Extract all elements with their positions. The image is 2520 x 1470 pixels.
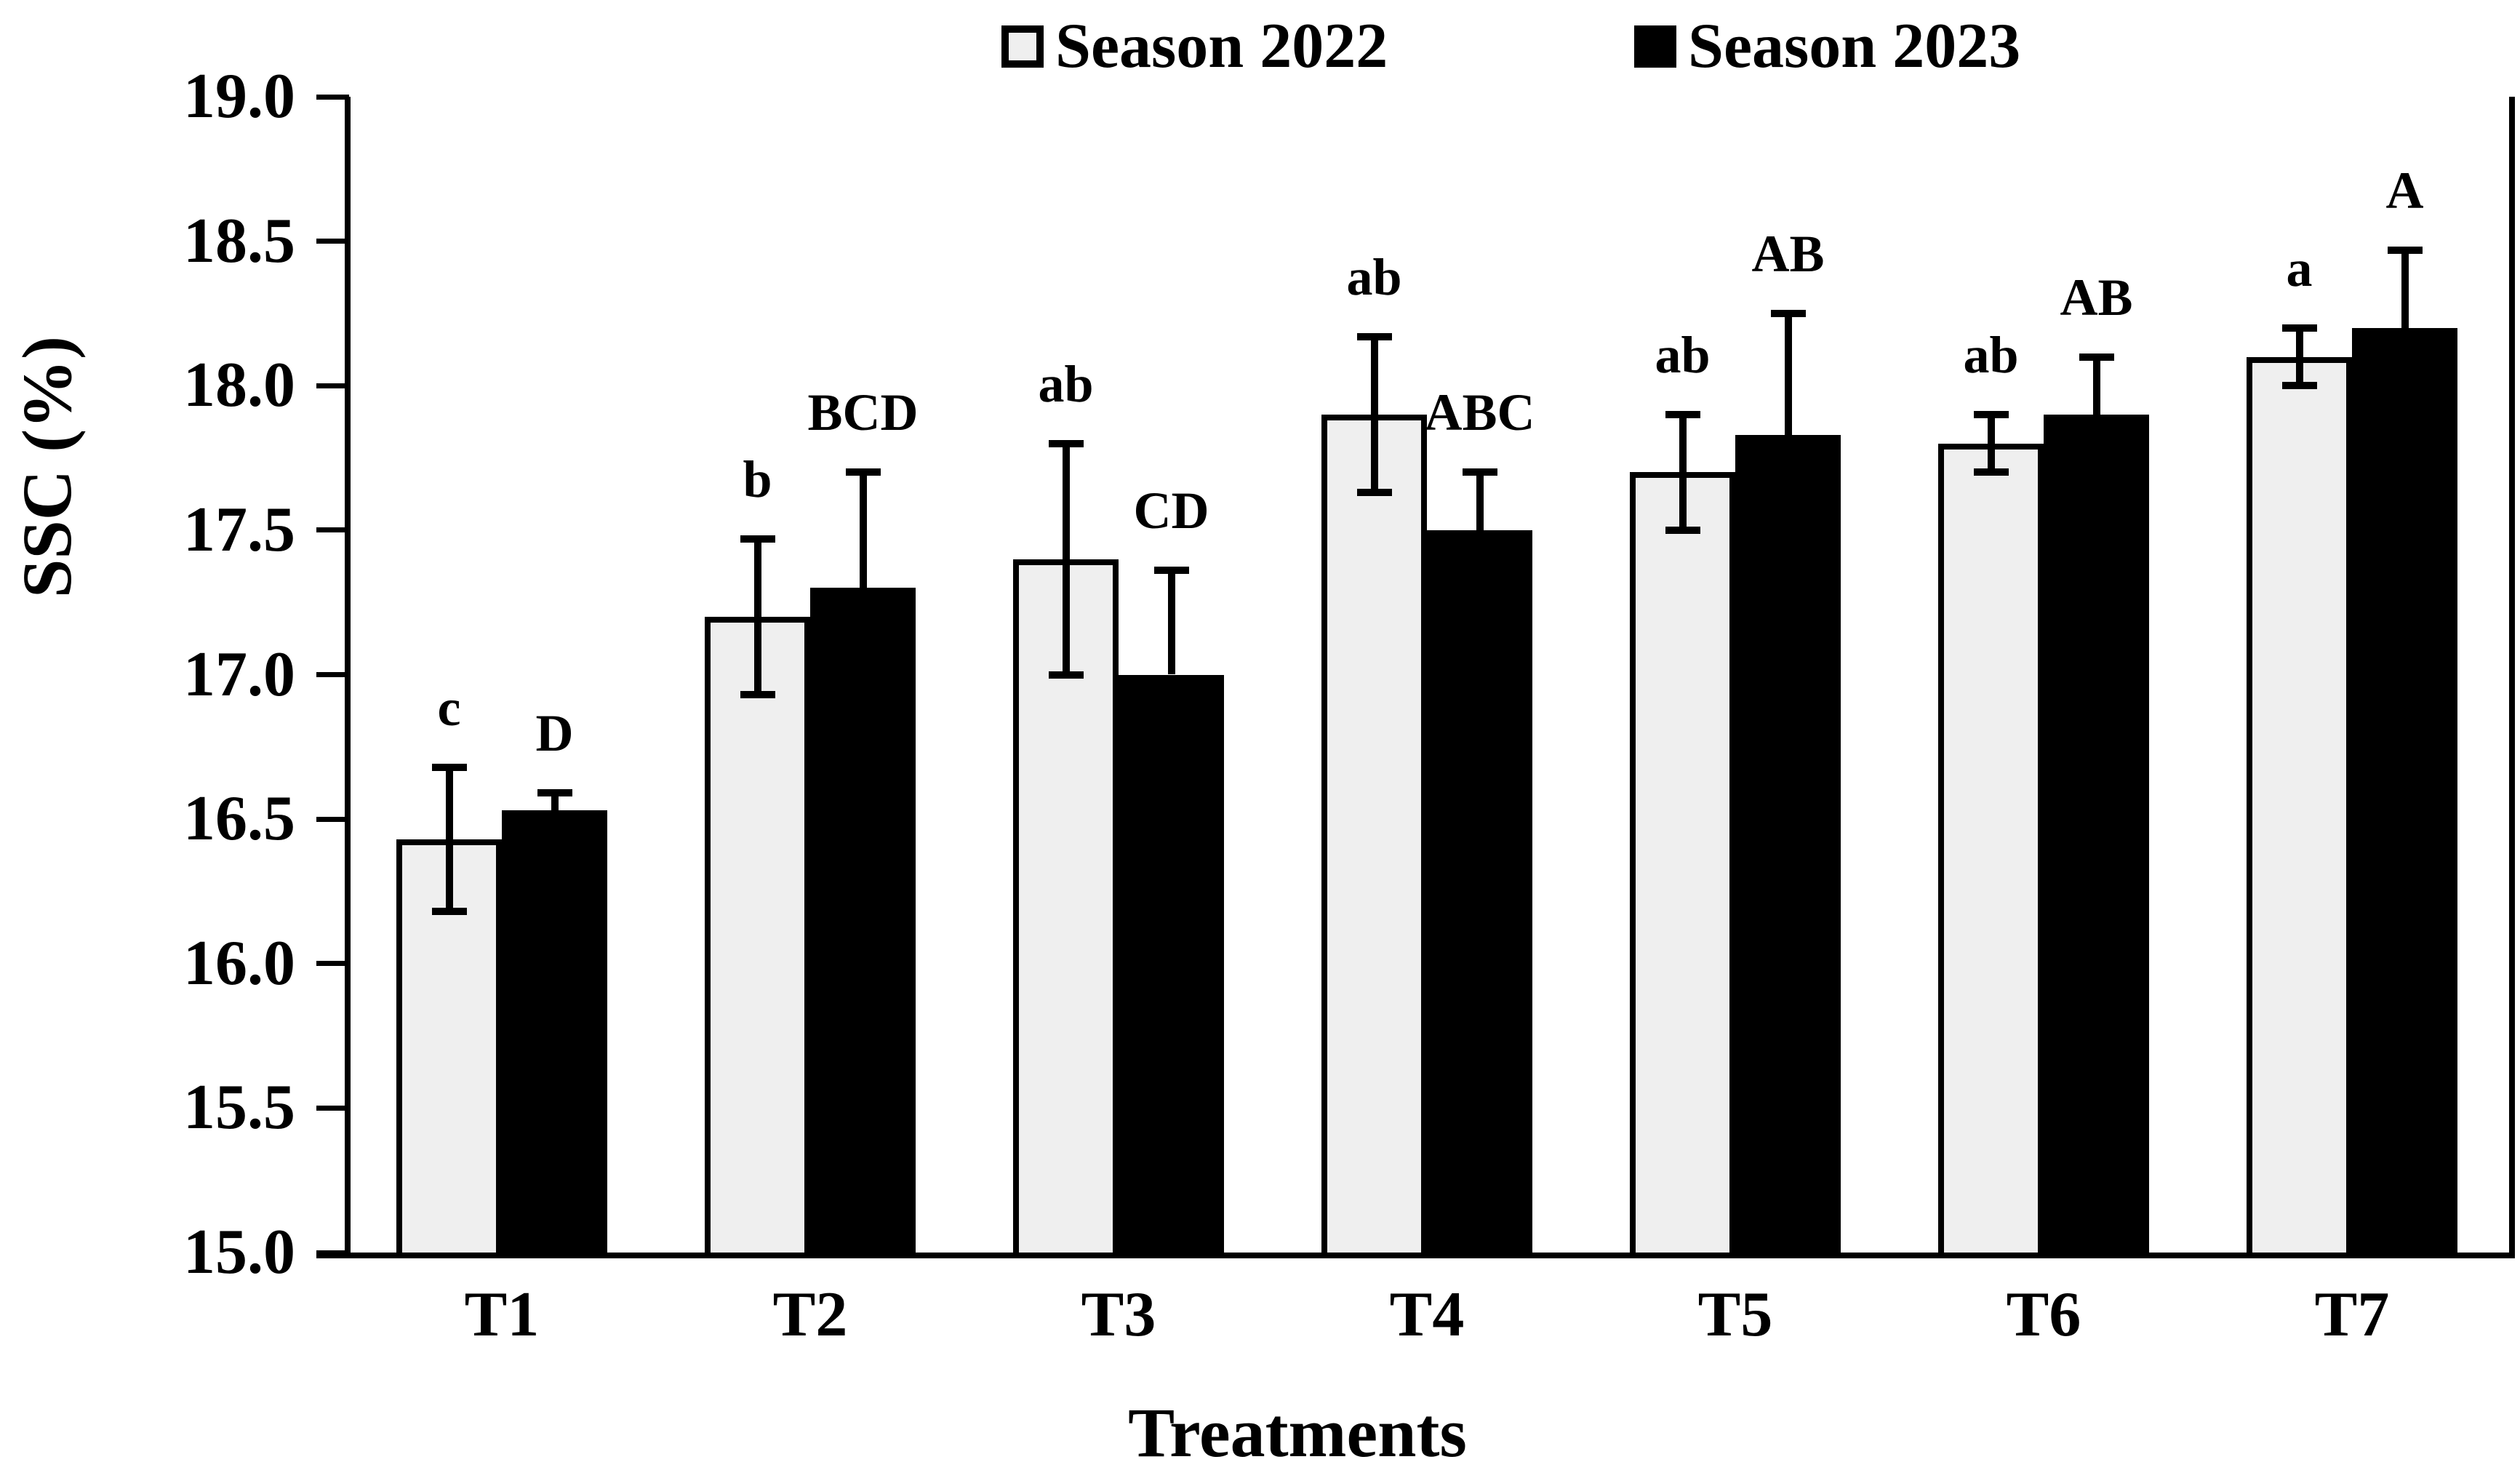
significance-letter-T5-s1: AB: [1751, 224, 1825, 283]
y-tick-label-17.0: 17.0: [183, 639, 295, 710]
y-axis-line: [345, 97, 351, 1258]
error-bar-line-T5-s1: [1784, 313, 1792, 435]
error-bar-line-T1-s0: [445, 767, 453, 912]
y-tick-17.5: [316, 527, 349, 533]
error-bar-line-T1-s1: [551, 793, 559, 811]
error-bar-cap-top-T2-s0: [740, 535, 775, 543]
significance-letter-T3-s1: CD: [1133, 482, 1209, 540]
bar-season-2023-T5: [1735, 434, 1841, 1258]
error-bar-line-T6-s0: [1987, 414, 1995, 473]
x-category-label-T1: T1: [464, 1279, 540, 1350]
error-bar-cap-top-T2-s1: [845, 468, 881, 476]
significance-letter-T2-s0: b: [743, 450, 772, 508]
error-bar-line-T3-s0: [1062, 443, 1070, 675]
significance-letter-T4-s1: ABC: [1424, 383, 1535, 442]
y-tick-label-16.0: 16.0: [183, 927, 295, 999]
significance-letter-T5-s0: ab: [1655, 325, 1711, 384]
y-tick-16.5: [316, 816, 349, 822]
bar-season-2023-T7: [2352, 327, 2457, 1258]
error-bar-cap-top-T4-s0: [1356, 332, 1392, 340]
bar-season-2023-T1: [502, 810, 607, 1258]
legend-label-season-2023: Season 2023: [1688, 11, 2021, 81]
error-bar-cap-bottom-T6-s0: [1973, 468, 2009, 476]
error-bar-cap-top-T3-s0: [1048, 439, 1084, 447]
y-tick-label-19.0: 19.0: [183, 61, 295, 132]
x-axis-title: Treatments: [1128, 1394, 1467, 1470]
error-bar-cap-bottom-T7-s0: [2281, 382, 2317, 390]
significance-letter-T7-s1: A: [2385, 161, 2424, 220]
significance-letter-T6-s0: ab: [1963, 325, 2019, 384]
bar-season-2023-T2: [810, 588, 916, 1258]
error-bar-cap-top-T6-s1: [2079, 353, 2114, 361]
bar-season-2023-T6: [2044, 414, 2149, 1258]
x-category-label-T2: T2: [772, 1279, 848, 1350]
error-bar-cap-top-T7-s0: [2281, 324, 2317, 332]
x-category-label-T5: T5: [1697, 1279, 1773, 1350]
error-bar-line-T7-s1: [2401, 249, 2409, 328]
error-bar-line-T4-s0: [1370, 336, 1378, 493]
error-bar-cap-bottom-T2-s0: [740, 691, 775, 699]
error-bar-cap-bottom-T3-s0: [1048, 671, 1084, 679]
bar-season-2022-T7: [2247, 356, 2352, 1258]
y-tick-label-16.5: 16.5: [183, 783, 295, 855]
error-bar-line-T6-s1: [2092, 356, 2100, 415]
significance-letter-T1-s0: c: [437, 678, 461, 737]
bar-season-2022-T3: [1013, 559, 1119, 1258]
bar-season-2023-T4: [1427, 530, 1532, 1258]
error-bar-line-T3-s1: [1167, 570, 1175, 675]
legend-item-season-2022: Season 2022: [1001, 13, 1388, 80]
x-category-label-T6: T6: [2006, 1279, 2081, 1350]
error-bar-cap-top-T5-s1: [1770, 309, 1806, 317]
legend-item-season-2023: Season 2023: [1634, 13, 2020, 80]
error-bar-cap-bottom-T5-s0: [1665, 526, 1700, 534]
bar-season-2022-T2: [705, 617, 810, 1258]
significance-letter-T1-s1: D: [535, 704, 574, 763]
bar-season-2022-T4: [1321, 414, 1427, 1258]
legend-swatch-season-2022-icon: [1001, 25, 1044, 68]
error-bar-line-T2-s1: [859, 472, 867, 588]
error-bar-cap-top-T3-s1: [1153, 567, 1189, 575]
bar-season-2022-T6: [1938, 443, 2044, 1258]
error-bar-cap-top-T4-s1: [1462, 468, 1497, 476]
error-bar-cap-top-T1-s1: [537, 789, 572, 797]
y-tick-label-18.5: 18.5: [183, 205, 295, 276]
y-tick-label-15.0: 15.0: [183, 1217, 295, 1287]
y-tick-17.0: [316, 672, 349, 677]
error-bar-cap-top-T5-s0: [1665, 410, 1700, 418]
y-tick-15.5: [316, 1105, 349, 1111]
significance-letter-T2-s1: BCD: [807, 383, 919, 442]
x-category-label-T3: T3: [1081, 1279, 1156, 1350]
significance-letter-T3-s0: ab: [1038, 354, 1094, 413]
significance-letter-T7-s0: a: [2286, 239, 2313, 297]
x-category-label-T7: T7: [2314, 1279, 2390, 1350]
error-bar-line-T7-s0: [2295, 327, 2303, 386]
y-tick-label-15.5: 15.5: [183, 1072, 295, 1143]
y-tick-label-17.5: 17.5: [183, 494, 295, 565]
error-bar-cap-top-T1-s0: [431, 763, 467, 771]
error-bar-line-T2-s0: [753, 538, 761, 695]
y-tick-15.0: [316, 1250, 349, 1255]
error-bar-cap-bottom-T4-s0: [1356, 489, 1392, 497]
error-bar-cap-bottom-T1-s0: [431, 908, 467, 916]
error-bar-cap-top-T6-s0: [1973, 410, 2009, 418]
significance-letter-T4-s0: ab: [1346, 247, 1402, 306]
bar-season-2022-T5: [1630, 472, 1735, 1258]
error-bar-cap-top-T7-s1: [2387, 246, 2423, 254]
bar-season-2022-T1: [396, 839, 502, 1258]
legend-swatch-season-2023-icon: [1634, 25, 1676, 68]
y-tick-16.0: [316, 961, 349, 967]
y-tick-19.0: [316, 94, 349, 100]
y-tick-18.0: [316, 383, 349, 388]
legend-label-season-2022: Season 2022: [1055, 11, 1388, 81]
x-category-label-T4: T4: [1389, 1279, 1465, 1350]
error-bar-line-T4-s1: [1476, 472, 1484, 530]
error-bar-line-T5-s0: [1679, 414, 1687, 530]
plot-right-border: [2509, 97, 2515, 1258]
significance-letter-T6-s1: AB: [2060, 268, 2133, 327]
y-tick-label-18.0: 18.0: [183, 350, 295, 421]
bar-season-2023-T3: [1119, 674, 1224, 1258]
y-tick-18.5: [316, 239, 349, 244]
